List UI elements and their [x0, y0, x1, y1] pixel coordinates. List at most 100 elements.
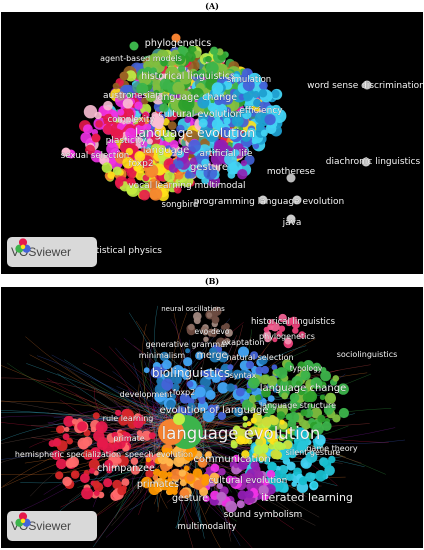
network-node	[361, 157, 371, 167]
network-node	[121, 478, 130, 487]
network-node	[111, 431, 118, 439]
network-node	[292, 327, 299, 334]
network-node	[289, 404, 297, 413]
network-node	[298, 476, 308, 486]
network-node	[201, 158, 210, 168]
network-node	[250, 426, 259, 435]
network-node	[251, 138, 258, 145]
network-node	[117, 108, 125, 116]
network-node	[155, 71, 163, 79]
network-node	[201, 478, 210, 486]
network-node	[248, 394, 257, 404]
network-node	[93, 482, 104, 492]
network-node	[122, 98, 134, 109]
network-node	[146, 138, 153, 145]
node-cluster	[197, 68, 287, 155]
term-label: natural selection	[226, 353, 293, 362]
network-node	[254, 470, 264, 480]
network-node	[204, 370, 212, 378]
network-node	[103, 100, 113, 111]
network-node	[237, 169, 248, 180]
term-label: phylogenetics	[145, 38, 211, 49]
network-node	[337, 383, 349, 395]
network-node	[94, 111, 102, 120]
network-node	[179, 479, 187, 487]
network-node	[103, 478, 113, 488]
network-node	[202, 410, 215, 423]
network-node	[271, 364, 278, 371]
network-node	[83, 124, 93, 134]
term-label: foxp2	[173, 388, 195, 397]
network-node	[291, 481, 298, 487]
network-node	[238, 346, 249, 358]
term-label: phylogenetics	[259, 332, 315, 341]
network-node	[272, 387, 278, 393]
network-node	[284, 361, 293, 370]
term-label: historical linguistics	[141, 71, 235, 82]
network-node	[284, 337, 292, 345]
node-cluster	[230, 412, 293, 462]
network-edge	[25, 336, 177, 423]
network-node	[255, 438, 264, 447]
term-label: syntax	[230, 371, 257, 380]
network-node	[214, 368, 221, 375]
network-node	[83, 105, 98, 119]
network-node	[138, 119, 146, 126]
network-node	[203, 336, 209, 342]
network-node	[179, 393, 191, 404]
network-node	[164, 131, 176, 143]
network-node	[258, 89, 268, 98]
network-node	[152, 84, 161, 93]
network-node	[203, 93, 212, 101]
network-node	[265, 123, 277, 135]
network-node	[159, 103, 169, 113]
network-node	[198, 118, 208, 128]
network-node	[162, 359, 172, 370]
network-node	[259, 120, 267, 127]
network-node	[150, 366, 163, 379]
network-node	[278, 325, 286, 332]
network-node	[178, 97, 192, 112]
network-node	[280, 379, 289, 389]
network-node	[321, 421, 332, 432]
network-node	[92, 412, 100, 420]
network-node	[119, 71, 129, 81]
network-node	[252, 142, 260, 150]
term-label: historical linguistics	[251, 317, 336, 327]
network-node	[56, 425, 64, 434]
network-node	[231, 73, 241, 83]
network-edge	[199, 335, 237, 424]
panel-b-network: neural oscillations evo-devo historical li…	[1, 287, 423, 548]
network-node	[246, 421, 252, 427]
network-node	[192, 468, 203, 478]
term-label: austronesian	[103, 91, 161, 101]
network-node	[125, 147, 134, 156]
network-node	[130, 465, 141, 475]
node-cluster	[48, 408, 163, 501]
network-node	[178, 65, 186, 73]
network-node	[95, 120, 103, 128]
network-node	[138, 72, 152, 86]
network-node	[141, 476, 153, 489]
term-label: neural oscillations	[161, 305, 225, 313]
network-node	[227, 128, 239, 140]
network-node	[206, 312, 213, 318]
term-label: sexual selection	[61, 151, 129, 161]
network-node	[90, 426, 97, 433]
network-node	[193, 312, 202, 321]
network-node	[286, 173, 296, 183]
network-node	[85, 144, 96, 155]
network-node	[176, 124, 185, 134]
network-node	[104, 459, 113, 469]
network-node	[205, 390, 216, 400]
network-node	[103, 113, 115, 126]
vosviewer-badge: VOSviewer	[7, 511, 97, 541]
network-node	[273, 470, 283, 480]
network-edge	[105, 443, 182, 538]
network-node	[223, 117, 231, 125]
network-edge	[26, 363, 178, 419]
network-node	[239, 147, 248, 156]
term-label: typology	[290, 364, 323, 373]
network-node	[166, 471, 173, 478]
network-node	[217, 351, 229, 363]
